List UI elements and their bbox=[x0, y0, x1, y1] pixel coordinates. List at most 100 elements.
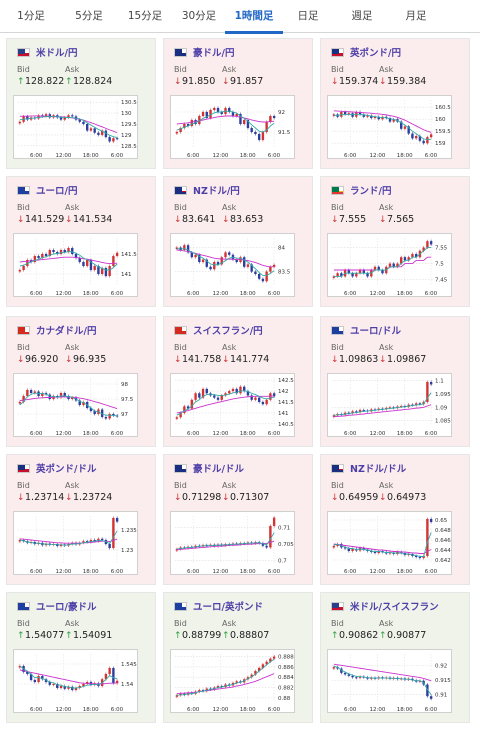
mini-chart[interactable]: 92 91.5 6:00 12:00 18:00 6:00 bbox=[170, 95, 295, 159]
currency-card[interactable]: 豪ドル/円 Bid Ask ↓91.850 ↓91.857 92 91.5 6:00 12:00… bbox=[163, 38, 313, 169]
candle-body bbox=[351, 676, 353, 677]
pair-link[interactable]: 豪ドル/円 bbox=[193, 45, 234, 59]
pair-link[interactable]: ユーロ/ドル bbox=[350, 323, 401, 337]
bid-price: 7.555 bbox=[339, 214, 366, 225]
x-tick-label: 6:00 bbox=[425, 707, 438, 713]
mini-chart[interactable]: 1.1 1.095 1.09 1.085 6:00 12:00 18:00 6:00 bbox=[327, 373, 452, 437]
candle-body bbox=[116, 253, 118, 256]
card-header: ユーロ/豪ドル bbox=[17, 600, 96, 612]
tab-15min[interactable]: 15分足 bbox=[116, 0, 174, 33]
currency-card[interactable]: NZドル/円 Bid Ask ↓83.641 ↓83.653 84 83.5 6:00 12:0… bbox=[163, 176, 313, 307]
mini-chart[interactable]: 0.65 0.648 0.646 0.644 0.642 6:00 12:00 18:00 6:… bbox=[327, 511, 452, 575]
pair-link[interactable]: カナダドル/円 bbox=[36, 323, 96, 337]
bid-label: Bid bbox=[17, 65, 30, 74]
mini-chart[interactable]: 1.545 1.54 6:00 12:00 18:00 6:00 bbox=[13, 649, 138, 713]
tab-1min[interactable]: 1分足 bbox=[0, 0, 62, 33]
bid-price-group: ↑0.90862 bbox=[331, 630, 379, 642]
pair-link[interactable]: 豪ドル/ドル bbox=[193, 461, 244, 475]
tab-weekly[interactable]: 週足 bbox=[336, 0, 388, 33]
pair-link[interactable]: ユーロ/円 bbox=[36, 183, 77, 197]
y-tick-label: 0.648 bbox=[435, 528, 451, 534]
currency-card[interactable]: ランド/円 Bid Ask ↓7.555 ↓7.565 7.55 7.5 7.45 6:00 12… bbox=[320, 176, 470, 307]
candle-body bbox=[262, 132, 264, 140]
candle-body bbox=[213, 395, 215, 397]
candle-body bbox=[228, 391, 230, 393]
tab-5min[interactable]: 5分足 bbox=[59, 0, 119, 33]
pair-link[interactable]: NZドル/円 bbox=[193, 183, 240, 197]
pair-link[interactable]: 米ドル/円 bbox=[36, 45, 77, 59]
currency-card[interactable]: ユーロ/豪ドル Bid Ask ↑1.54077 ↑1.54091 1.545 1.54 6:… bbox=[6, 592, 156, 723]
x-tick-label: 6:00 bbox=[344, 707, 357, 713]
pair-link[interactable]: ランド/円 bbox=[350, 183, 391, 197]
arrow-down-icon: ↓ bbox=[17, 493, 25, 503]
x-tick-label: 12:00 bbox=[213, 707, 229, 713]
candle-body bbox=[243, 257, 245, 267]
candle-body bbox=[19, 270, 21, 271]
currency-card[interactable]: ユーロ/ドル Bid Ask ↓1.09863 ↓1.09867 1.1 1.095 1.09… bbox=[320, 316, 470, 447]
tab-daily[interactable]: 日足 bbox=[283, 0, 333, 33]
eu-flag-icon bbox=[17, 186, 30, 195]
mini-chart[interactable]: 0.71 0.705 0.7 6:00 12:00 18:00 6:00 bbox=[170, 511, 295, 575]
tab-monthly[interactable]: 月足 bbox=[390, 0, 442, 33]
mini-chart[interactable]: 7.55 7.5 7.45 6:00 12:00 18:00 6:00 bbox=[327, 233, 452, 297]
card-header: ランド/円 bbox=[331, 184, 391, 196]
y-tick-label: 0.886 bbox=[278, 665, 294, 671]
candle-body bbox=[415, 136, 417, 138]
y-tick-label: 1.1 bbox=[435, 379, 444, 385]
currency-card[interactable]: 英ポンド/円 Bid Ask ↓159.374 ↓159.384 160.5 160 159.… bbox=[320, 38, 470, 169]
za-flag-icon bbox=[331, 186, 344, 195]
mini-chart[interactable]: 0.92 0.915 0.91 6:00 12:00 18:00 6:00 bbox=[327, 649, 452, 713]
arrow-down-icon: ↓ bbox=[379, 215, 387, 225]
currency-card[interactable]: ユーロ/英ポンド Bid Ask ↑0.88799 ↑0.88807 0.888 0.886… bbox=[163, 592, 313, 723]
currency-card[interactable]: スイスフラン/円 Bid Ask ↓141.758 ↓141.774 142.5 142 14… bbox=[163, 316, 313, 447]
arrow-down-icon: ↓ bbox=[174, 493, 182, 503]
ask-price-group: ↓96.935 bbox=[65, 354, 106, 366]
y-tick-label: 1.23 bbox=[121, 548, 134, 554]
mini-chart[interactable]: 84 83.5 6:00 12:00 18:00 6:00 bbox=[170, 233, 295, 297]
candle-chart-svg: 7.557.57.456:00 12:00 18:00 6:00 bbox=[328, 234, 452, 297]
pair-link[interactable]: 米ドル/スイスフラン bbox=[350, 599, 439, 613]
mini-chart[interactable]: 130.5 130 129.5 129 128.5 6:00 12:00 18:00 6:00 bbox=[13, 95, 138, 159]
currency-card[interactable]: 豪ドル/ドル Bid Ask ↓0.71298 ↓0.71307 0.71 0.705 0.7… bbox=[163, 454, 313, 585]
pair-link[interactable]: NZドル/ドル bbox=[350, 461, 406, 475]
pair-link[interactable]: ユーロ/英ポンド bbox=[193, 599, 263, 613]
currency-card[interactable]: 米ドル/円 Bid Ask ↑128.822 ↑128.824 130.5 130 129.5… bbox=[6, 38, 156, 169]
us-flag-icon bbox=[331, 602, 344, 611]
currency-card[interactable]: カナダドル/円 Bid Ask ↓96.920 ↓96.935 98 97.5 97 6:00 1… bbox=[6, 316, 156, 447]
mini-chart[interactable]: 160.5 160 159.5 159 6:00 12:00 18:00 6:00 bbox=[327, 95, 452, 159]
candle-chart-svg: 0.650.6480.6460.6440.6426:00 12:00 18:00 6:… bbox=[328, 512, 452, 575]
mini-chart[interactable]: 1.235 1.23 6:00 12:00 18:00 6:00 bbox=[13, 511, 138, 575]
x-tick-label: 6:00 bbox=[344, 291, 357, 297]
y-tick-label: 160 bbox=[435, 117, 446, 123]
tab-30min[interactable]: 30分足 bbox=[170, 0, 228, 33]
pair-link[interactable]: ユーロ/豪ドル bbox=[36, 599, 96, 613]
x-tick-label: 6:00 bbox=[425, 153, 438, 159]
mini-chart[interactable]: 0.888 0.886 0.884 0.882 0.88 6:00 12:00 18:00 6:… bbox=[170, 649, 295, 713]
candle-body bbox=[351, 273, 353, 276]
arrow-down-icon: ↓ bbox=[222, 77, 230, 87]
ask-price-group: ↓159.384 bbox=[379, 76, 426, 88]
currency-card[interactable]: 英ポンド/ドル Bid Ask ↓1.23714 ↓1.23724 1.235 1.23 6:… bbox=[6, 454, 156, 585]
currency-card[interactable]: NZドル/ドル Bid Ask ↓0.64959 ↓0.64973 0.65 0.648 0.… bbox=[320, 454, 470, 585]
candle-chart-svg: 130.5130129.5129128.56:00 12:00 18:00 6:00 bbox=[14, 96, 138, 159]
mini-chart[interactable]: 141.5 141 6:00 12:00 18:00 6:00 bbox=[13, 233, 138, 297]
candle-body bbox=[269, 267, 271, 272]
ask-price-group: ↓83.653 bbox=[222, 214, 263, 226]
candle-body bbox=[411, 134, 413, 139]
pair-link[interactable]: 英ポンド/ドル bbox=[36, 461, 96, 475]
pair-link[interactable]: 英ポンド/円 bbox=[350, 45, 401, 59]
bid-label: Bid bbox=[17, 343, 30, 352]
y-tick-label: 128.5 bbox=[121, 144, 137, 150]
currency-card[interactable]: ユーロ/円 Bid Ask ↓141.529 ↓141.534 141.5 141 6:00 1… bbox=[6, 176, 156, 307]
x-tick-label: 6:00 bbox=[268, 291, 281, 297]
mini-chart[interactable]: 98 97.5 97 6:00 12:00 18:00 6:00 bbox=[13, 373, 138, 437]
y-tick-label: 0.884 bbox=[278, 675, 294, 681]
currency-card[interactable]: 米ドル/スイスフラン Bid Ask ↑0.90862 ↑0.90877 0.92 0.91… bbox=[320, 592, 470, 723]
bid-label: Bid bbox=[331, 65, 344, 74]
pair-link[interactable]: スイスフラン/円 bbox=[193, 323, 263, 337]
mini-chart[interactable]: 142.5 142 141.5 141 140.5 6:00 12:00 18:00 6:00 bbox=[170, 373, 295, 437]
arrow-down-icon: ↓ bbox=[379, 493, 387, 503]
x-tick-label: 12:00 bbox=[56, 153, 72, 159]
arrow-down-icon: ↓ bbox=[174, 215, 182, 225]
tab-1hour[interactable]: 1時間足 bbox=[225, 0, 283, 34]
